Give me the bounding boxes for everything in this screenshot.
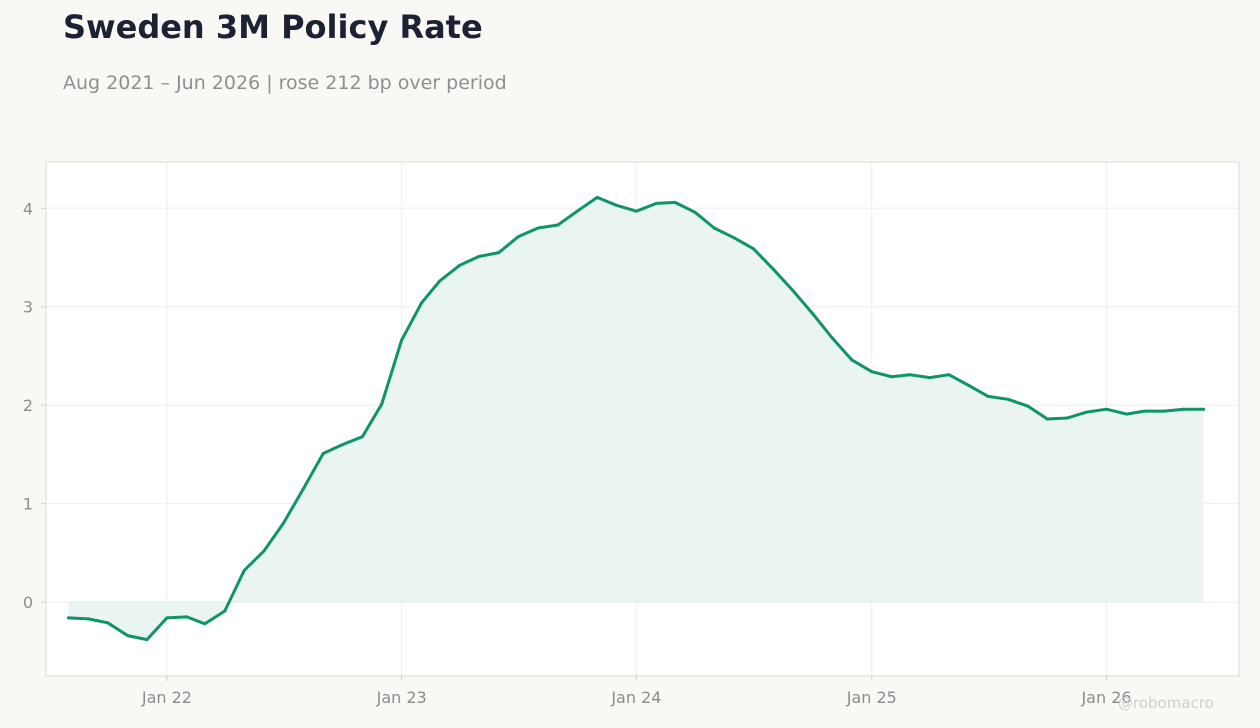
data-point — [673, 200, 677, 204]
data-point — [1006, 397, 1010, 401]
data-point — [1085, 410, 1089, 414]
data-point — [477, 255, 481, 258]
data-point — [890, 375, 894, 379]
data-point — [732, 236, 736, 240]
data-point — [771, 267, 775, 271]
data-point — [536, 226, 540, 230]
data-point — [967, 384, 971, 387]
y-tick-label: 1 — [23, 495, 33, 514]
data-point — [615, 203, 618, 207]
y-tick-label: 0 — [23, 593, 33, 612]
data-point — [242, 569, 246, 573]
x-tick-label: Jan 24 — [610, 688, 661, 707]
data-point — [870, 370, 874, 374]
data-point — [438, 279, 442, 283]
data-point — [281, 521, 285, 525]
data-point — [556, 223, 560, 227]
data-point — [986, 394, 990, 398]
data-point — [106, 621, 110, 625]
data-point — [458, 263, 461, 267]
y-tick-label: 2 — [23, 396, 33, 415]
series-layer — [67, 195, 1206, 642]
data-point — [145, 638, 149, 642]
y-tick-label: 4 — [23, 199, 33, 218]
data-point — [654, 201, 658, 205]
x-tick-label: Jan 22 — [141, 688, 192, 707]
data-point — [516, 235, 520, 239]
data-point — [791, 289, 795, 293]
data-point — [203, 622, 207, 626]
data-point — [1065, 416, 1069, 420]
series-area — [68, 197, 1204, 640]
data-point — [811, 312, 815, 316]
data-point — [262, 549, 266, 553]
x-tick-label: Jan 25 — [846, 688, 897, 707]
data-point — [850, 358, 854, 362]
x-tick-label: Jan 23 — [376, 688, 427, 707]
data-point — [1182, 407, 1186, 411]
data-point — [1105, 407, 1108, 411]
data-point — [1162, 409, 1166, 413]
data-point — [908, 373, 912, 377]
data-point — [497, 251, 501, 255]
chart-title: Sweden 3M Policy Rate — [63, 8, 483, 46]
data-point — [185, 615, 189, 619]
data-point — [712, 226, 716, 230]
data-point — [400, 338, 404, 342]
data-point — [1026, 404, 1030, 408]
data-point — [693, 210, 697, 214]
data-point — [380, 402, 384, 406]
data-point — [575, 209, 579, 213]
data-point — [1125, 412, 1128, 416]
data-point — [1045, 417, 1049, 421]
axis-layer: 0 1 2 3 4 Jan 22 Jan 23 Jan 24 Jan 25 Jan 26 — [23, 199, 1132, 707]
chart-subtitle: Aug 2021 – Jun 2026 | rose 212 bp over p… — [63, 72, 507, 94]
data-point — [751, 247, 755, 251]
data-point — [67, 616, 70, 620]
x-tick-label: Jan 26 — [1080, 688, 1131, 707]
data-point — [223, 609, 227, 613]
y-tick-label: 3 — [23, 298, 33, 317]
data-point — [86, 617, 90, 621]
data-point — [947, 373, 951, 377]
data-point — [928, 376, 932, 380]
data-point — [321, 452, 325, 455]
data-point — [831, 336, 834, 340]
data-point — [1143, 409, 1146, 413]
data-point — [1202, 407, 1206, 411]
data-point — [165, 616, 169, 620]
data-point — [420, 301, 424, 305]
data-point — [301, 487, 305, 491]
data-point — [126, 634, 130, 638]
data-point — [341, 443, 344, 447]
data-point — [634, 209, 638, 213]
data-point — [595, 195, 599, 199]
data-point — [360, 435, 364, 439]
watermark: @robomacro — [1118, 694, 1214, 712]
